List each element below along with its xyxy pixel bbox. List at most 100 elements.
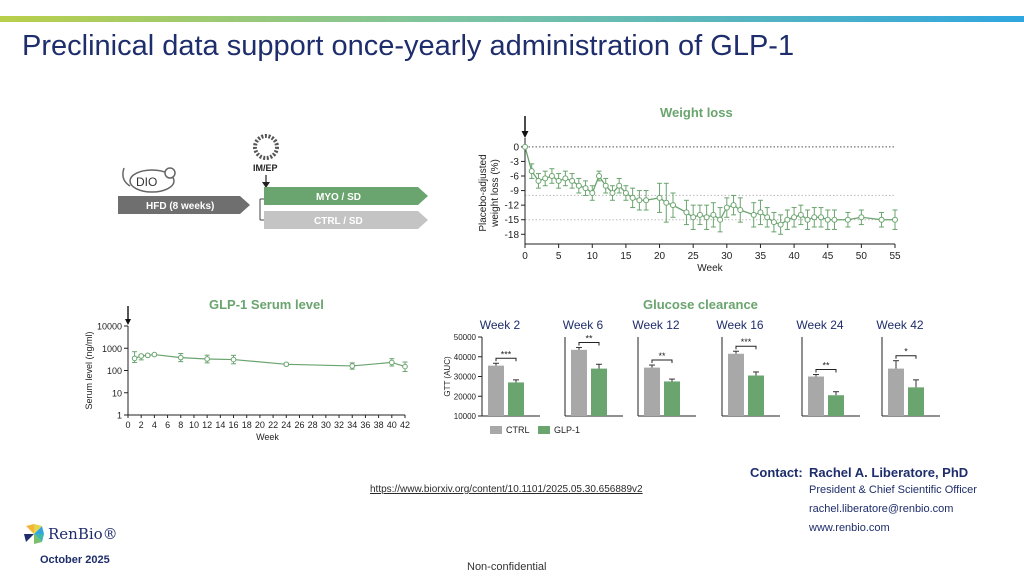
data-point (710, 211, 717, 218)
x-tick-label: 14 (215, 420, 225, 430)
x-tick-label: 55 (889, 251, 901, 262)
y-axis-label: Placebo-adjustedweight loss (%) (478, 154, 501, 231)
data-point (757, 209, 764, 216)
data-point (522, 143, 528, 150)
significance-stars: * (904, 347, 908, 357)
x-tick-label: 28 (308, 420, 318, 430)
glucose-clearance-chart: 10000 20000 30000 40000 50000 GTT (AUC) Week 2… (443, 318, 940, 435)
data-point (569, 177, 576, 184)
dosing-arrowhead (125, 319, 131, 325)
data-point (683, 209, 690, 216)
data-point (656, 194, 663, 201)
data-point (144, 352, 151, 359)
serum-series-line (134, 353, 406, 368)
contact-name: Rachel A. Liberatore, PhD (809, 465, 969, 480)
glp1-bar (591, 368, 607, 416)
significance-stars: ** (822, 361, 830, 371)
y-tick-label: -9 (510, 186, 519, 197)
contact-label: Contact: (750, 465, 803, 480)
y-tick-label: 50000 (454, 333, 477, 342)
data-point (643, 197, 650, 204)
contact-website[interactable]: www.renbio.com (809, 522, 890, 534)
x-tick-label: 20 (255, 420, 265, 430)
myo-arrow (264, 187, 428, 205)
x-tick-label: 24 (281, 420, 291, 430)
ctrl-arrow (264, 211, 428, 229)
data-point (804, 216, 811, 223)
x-tick-label: 25 (688, 251, 700, 262)
data-point (622, 190, 629, 196)
ctrl-bar (728, 353, 744, 416)
data-point (389, 359, 395, 366)
data-point (690, 214, 697, 221)
gradient-top-bar (0, 16, 1024, 22)
data-point (670, 202, 676, 209)
panel-label: Week 2 (480, 318, 521, 332)
x-axis-label: Week (697, 263, 723, 274)
mouse-icon (122, 167, 176, 193)
data-point (609, 190, 616, 196)
significance-stars: ** (658, 351, 666, 361)
study-schematic: IM/EP DIO HFD (8 weeks) MYO / SD CTRL / … (118, 134, 428, 229)
reference-link[interactable]: https://www.biorxiv.org/content/10.1101/… (370, 484, 643, 495)
x-tick-label: 0 (125, 420, 130, 430)
presentation-date: October 2025 (40, 554, 110, 566)
data-point (575, 182, 582, 189)
data-point (696, 211, 703, 218)
data-point (151, 351, 158, 358)
significance-bracket (651, 359, 673, 364)
data-point (177, 354, 184, 361)
glp1-bar (508, 382, 524, 416)
y-tick-label: 10000 (97, 322, 122, 332)
data-point (138, 353, 144, 359)
data-point (589, 190, 596, 196)
significance-bracket (495, 357, 517, 362)
data-point (629, 194, 636, 201)
x-tick-label: 30 (721, 251, 733, 262)
y-tick-label: 1 (117, 411, 122, 421)
x-tick-label: 34 (347, 420, 357, 430)
data-point (824, 216, 831, 223)
data-point (663, 199, 670, 206)
ctrl-bar (808, 376, 824, 416)
data-point (542, 175, 549, 182)
x-tick-label: 5 (556, 251, 562, 262)
x-axis-label: Week (256, 432, 279, 442)
hfd-arrow (118, 196, 250, 214)
x-tick-label: 10 (587, 251, 599, 262)
y-axis-label: GTT (AUC) (443, 356, 452, 397)
x-tick-label: 22 (268, 420, 278, 430)
x-tick-label: 45 (822, 251, 834, 262)
data-point (723, 204, 730, 211)
x-tick-label: 42 (400, 420, 410, 430)
company-logo: RenBio® (24, 524, 118, 544)
x-tick-label: 0 (522, 251, 528, 262)
contact-email[interactable]: rachel.liberatore@renbio.com (809, 503, 954, 515)
y-tick-label: 1000 (102, 344, 122, 354)
data-point (204, 356, 210, 362)
y-tick-label: 10000 (454, 412, 477, 421)
data-point (878, 216, 885, 223)
ctrl-bar (571, 349, 587, 416)
legend-ctrl-label: CTRL (506, 425, 530, 435)
nanoparticle-icon (253, 134, 279, 160)
legend-glp1-swatch (538, 426, 550, 434)
data-point (402, 363, 408, 370)
y-tick-label: -15 (505, 215, 520, 226)
x-tick-label: 6 (165, 420, 170, 430)
data-point (528, 168, 535, 175)
data-point (777, 221, 784, 228)
mouse-label: DIO (136, 175, 157, 189)
x-tick-label: 30 (321, 420, 331, 430)
x-tick-label: 35 (755, 251, 767, 262)
data-point (548, 173, 555, 179)
data-point (750, 211, 757, 218)
x-tick-label: 38 (374, 420, 384, 430)
y-tick-label: 0 (513, 142, 519, 153)
y-tick-label: -6 (510, 172, 519, 183)
x-tick-label: 2 (139, 420, 144, 430)
y-tick-label: 30000 (454, 373, 477, 382)
renbio-logo-icon (24, 524, 44, 544)
data-point (616, 182, 623, 189)
